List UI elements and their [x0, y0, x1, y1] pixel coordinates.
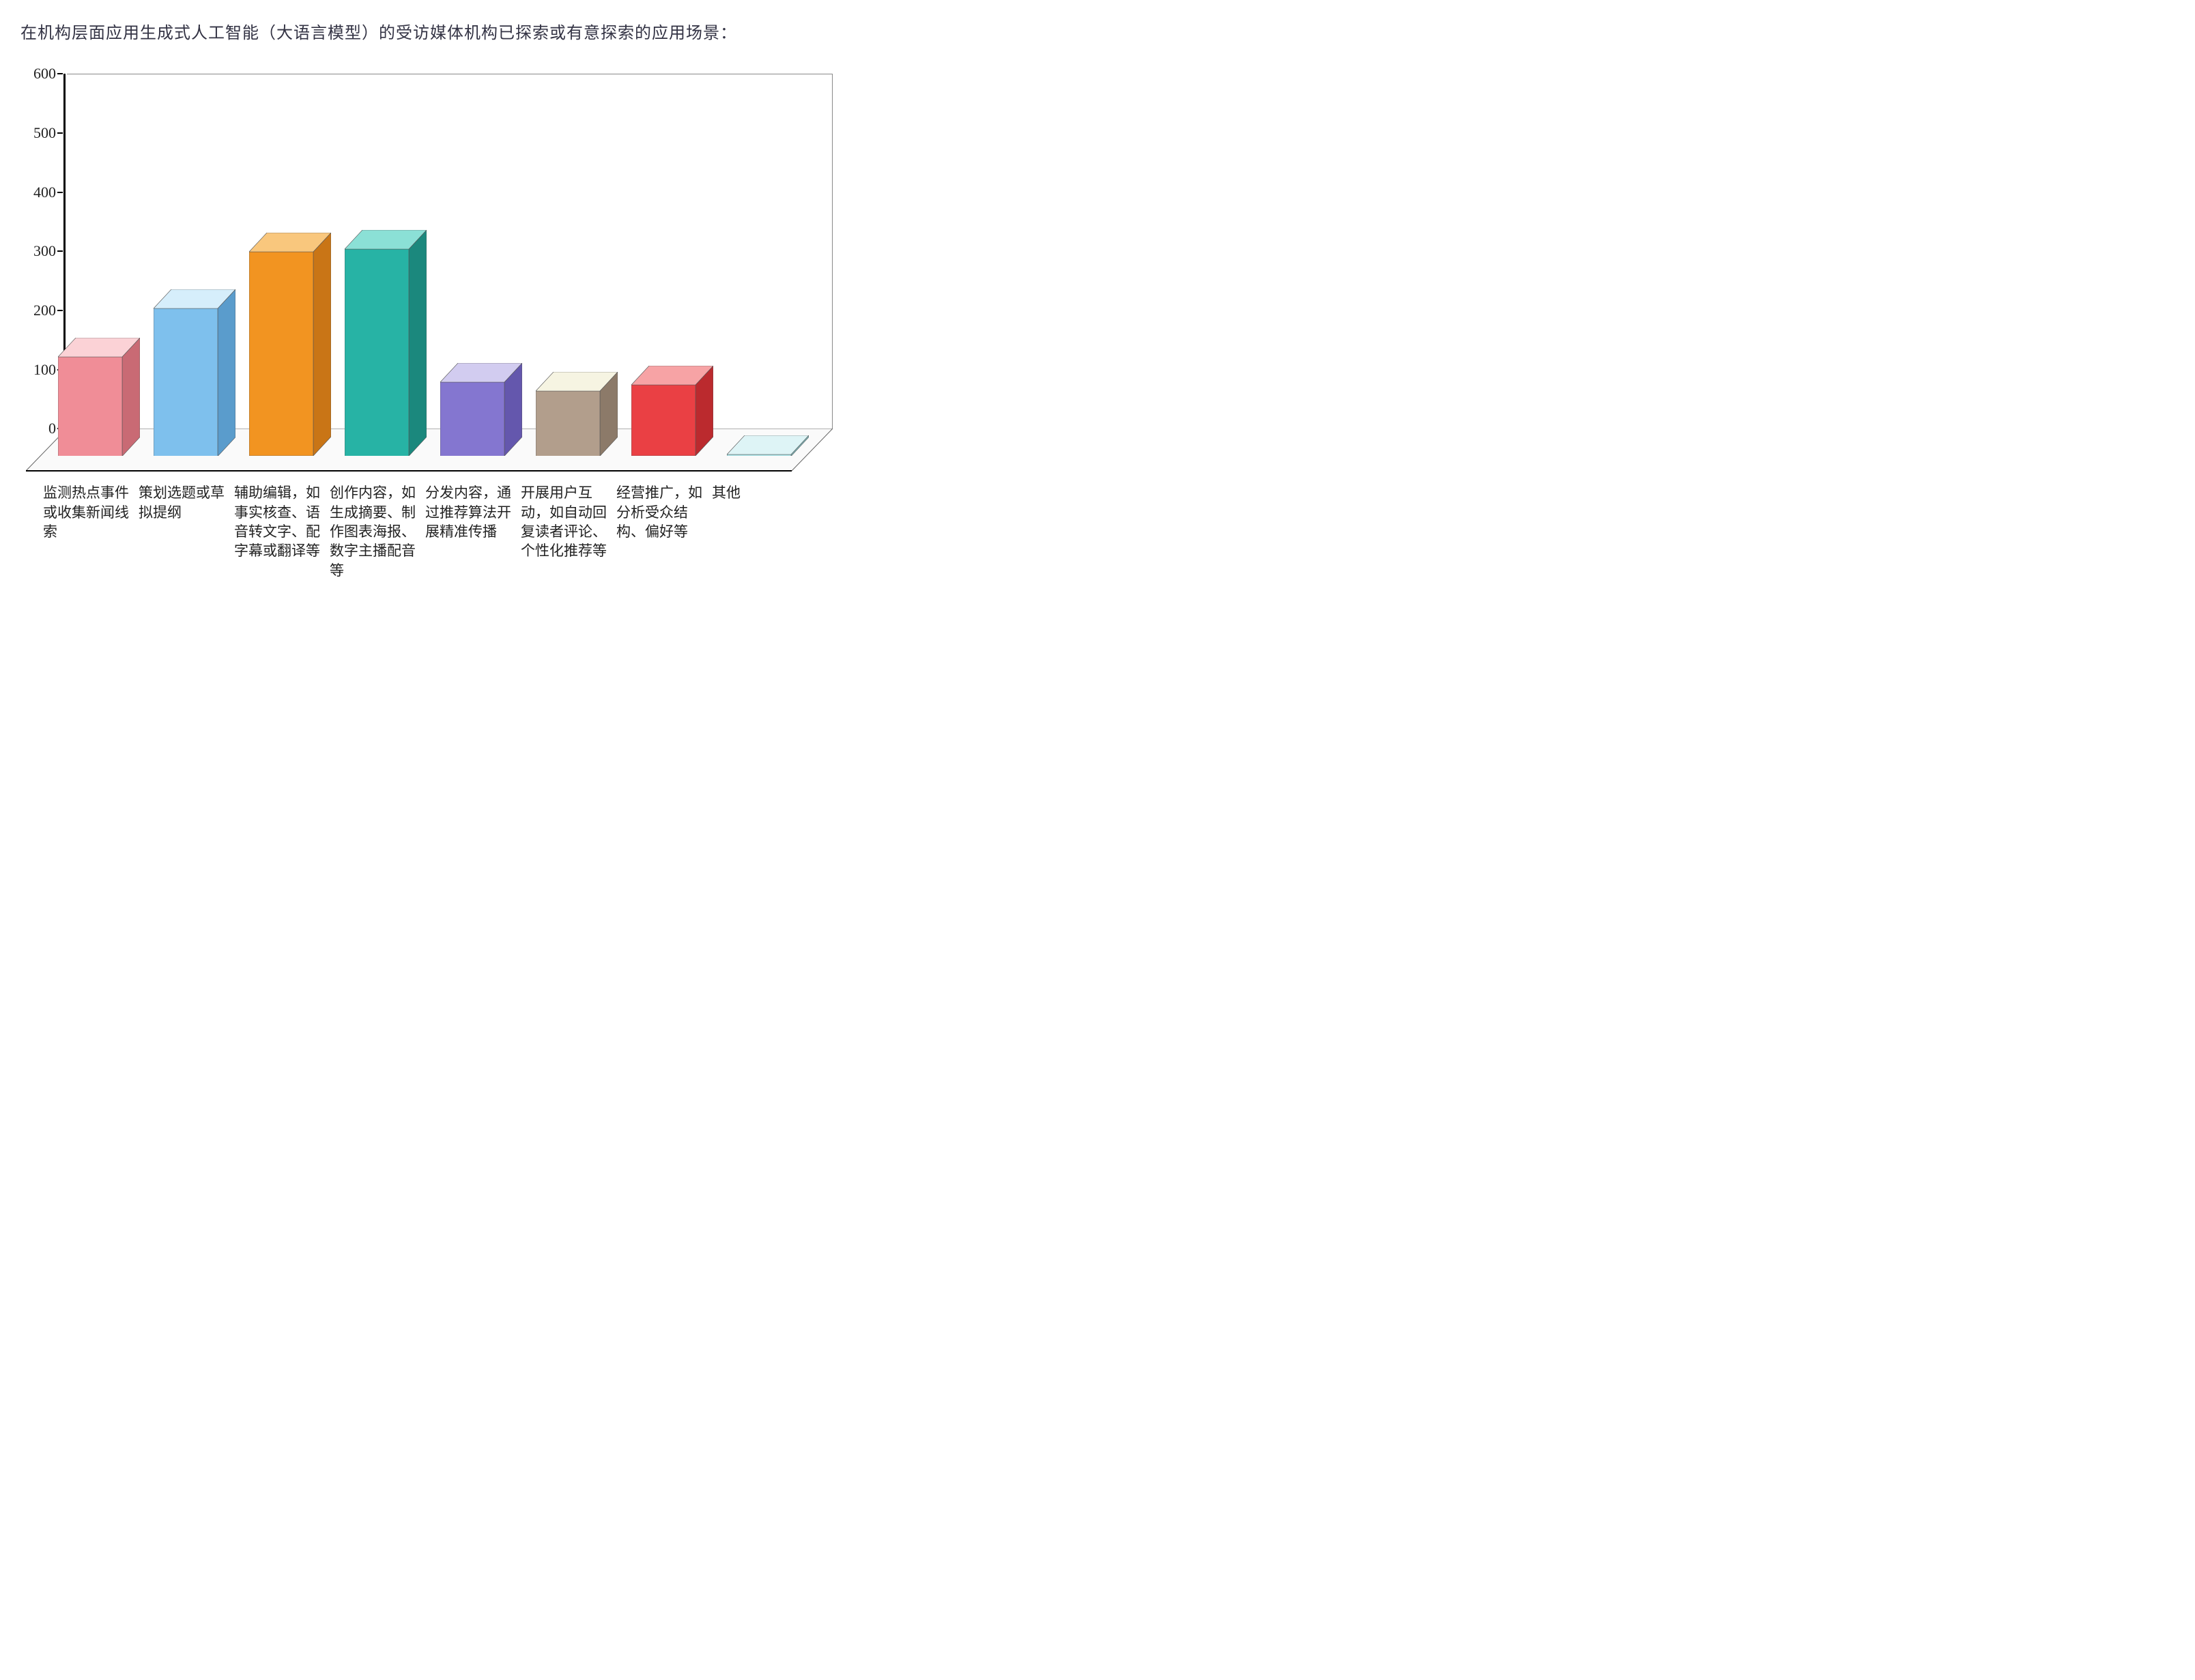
- bar: [249, 233, 331, 456]
- y-tick-label: 600: [33, 65, 56, 83]
- y-tick-label: 300: [33, 242, 56, 260]
- y-tick-mark: [57, 192, 63, 193]
- x-tick-label: 开展用户互动，如自动回复读者评论、个性化推荐等: [521, 483, 609, 560]
- x-tick-label: 经营推广，如分析受众结构、偏好等: [616, 483, 705, 541]
- x-tick-label: 其他: [712, 483, 801, 502]
- y-tick-label: 100: [33, 361, 56, 379]
- chart-title: 在机构层面应用生成式人工智能（大语言模型）的受访媒体机构已探索或有意探索的应用场…: [20, 20, 833, 46]
- bar: [440, 363, 522, 456]
- y-tick-mark: [57, 73, 63, 74]
- bar: [631, 366, 713, 456]
- x-tick-label: 辅助编辑，如事实核查、语音转文字、配字幕或翻译等: [234, 483, 323, 560]
- bar: [58, 338, 140, 457]
- chart-area: 0100200300400500600 监测热点事件或收集新闻线索策划选题或草拟…: [20, 74, 833, 510]
- y-tick-mark: [57, 310, 63, 311]
- x-tick-label: 策划选题或草拟提纲: [139, 483, 227, 522]
- bars-group: [67, 74, 833, 471]
- bar: [536, 372, 618, 456]
- x-tick-label: 创作内容，如生成摘要、制作图表海报、数字主播配音等: [330, 483, 418, 580]
- y-tick-mark: [57, 132, 63, 134]
- y-tick-label: 200: [33, 302, 56, 319]
- y-axis: 0100200300400500600: [20, 74, 63, 429]
- y-tick-label: 500: [33, 124, 56, 142]
- y-tick-label: 400: [33, 184, 56, 201]
- bar: [727, 435, 809, 457]
- bar: [345, 230, 427, 456]
- x-tick-label: 分发内容，通过推荐算法开展精准传播: [425, 483, 514, 541]
- chart-container: 在机构层面应用生成式人工智能（大语言模型）的受访媒体机构已探索或有意探索的应用场…: [0, 0, 853, 655]
- x-tick-label: 监测热点事件或收集新闻线索: [43, 483, 132, 541]
- y-tick-mark: [57, 250, 63, 252]
- bar: [154, 289, 235, 457]
